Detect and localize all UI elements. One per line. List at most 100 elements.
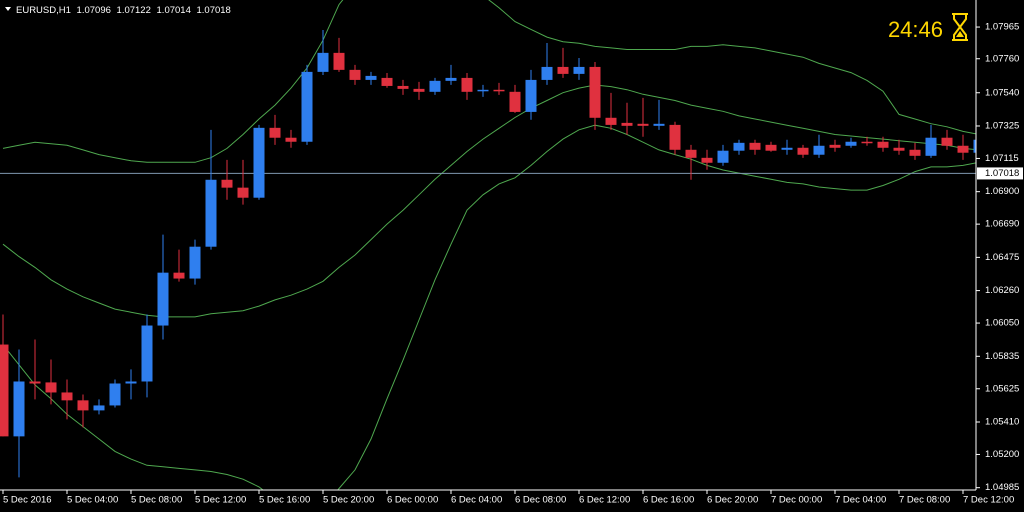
candle-body — [461, 77, 473, 92]
candle-body — [925, 137, 937, 156]
y-tick-label: 1.05200 — [985, 449, 1019, 460]
x-tick-label: 7 Dec 12:00 — [963, 495, 1014, 506]
y-tick-label: 1.05410 — [985, 417, 1019, 428]
low-value: 1.07014 — [157, 5, 191, 16]
candle-body — [173, 272, 185, 279]
hourglass-icon — [952, 13, 968, 41]
candle-body — [637, 123, 649, 126]
plot-area — [0, 0, 976, 490]
candle-body — [29, 381, 41, 384]
candle-body — [605, 117, 617, 125]
candle-body — [221, 179, 233, 188]
candle-body — [557, 66, 569, 74]
candle-body — [653, 123, 665, 126]
candle-body — [541, 66, 553, 80]
last-price-box — [977, 167, 1023, 180]
candle-body — [493, 89, 505, 92]
band-upper — [2, 0, 976, 163]
candle-body — [685, 149, 697, 158]
y-tick-label: 1.07965 — [985, 22, 1019, 33]
candle-body — [157, 272, 169, 326]
y-tick-label: 1.06690 — [985, 219, 1019, 230]
candle-body — [781, 147, 793, 150]
menu-arrow[interactable] — [5, 7, 11, 11]
y-tick-label: 1.05835 — [985, 351, 1019, 362]
candle-body — [349, 69, 361, 80]
candle-body — [717, 150, 729, 163]
y-tick-label: 1.06475 — [985, 252, 1019, 263]
x-tick-label: 6 Dec 20:00 — [707, 495, 758, 506]
x-tick-label: 6 Dec 04:00 — [451, 495, 502, 506]
open-value: 1.07096 — [77, 5, 111, 16]
y-tick-label: 1.07540 — [985, 87, 1019, 98]
candle-body — [269, 127, 281, 138]
candle-body — [0, 344, 9, 437]
candle-body — [909, 149, 921, 156]
candle-body — [509, 91, 521, 112]
x-tick-label: 7 Dec 00:00 — [771, 495, 822, 506]
candle-body — [765, 144, 777, 151]
candle-body — [733, 142, 745, 151]
high-value: 1.07122 — [117, 5, 151, 16]
candle-body — [13, 381, 25, 437]
candle-body — [797, 147, 809, 155]
candle-body — [237, 187, 249, 198]
candle-body — [957, 145, 969, 153]
x-tick-label: 6 Dec 16:00 — [643, 495, 694, 506]
x-tick-label: 5 Dec 2016 — [3, 495, 52, 506]
candle-body — [413, 88, 425, 92]
symbol: EURUSD,H1 — [16, 5, 71, 16]
close-value: 1.07018 — [197, 5, 231, 16]
x-tick-label: 7 Dec 08:00 — [899, 495, 950, 506]
candle-body — [77, 400, 89, 411]
y-tick-label: 1.05625 — [985, 383, 1019, 394]
x-tick-label: 5 Dec 20:00 — [323, 495, 374, 506]
candle-body — [141, 325, 153, 382]
candle-body — [333, 52, 345, 70]
band-lower — [2, 124, 976, 490]
candle-body — [253, 127, 265, 198]
y-tick-label: 1.06260 — [985, 285, 1019, 296]
candle-body — [365, 75, 377, 80]
candle-body — [669, 124, 681, 150]
x-tick-label: 5 Dec 12:00 — [195, 495, 246, 506]
y-tick-label: 1.04985 — [985, 482, 1019, 493]
y-tick-label: 1.07760 — [985, 53, 1019, 64]
candle-body — [973, 139, 976, 153]
x-tick-label: 6 Dec 12:00 — [579, 495, 630, 506]
candle-body — [205, 179, 217, 247]
candle-body — [845, 141, 857, 146]
candle-body — [285, 137, 297, 142]
candle-body — [813, 145, 825, 155]
candle-body — [829, 144, 841, 148]
y-tick-label: 1.06050 — [985, 318, 1019, 329]
countdown: 24:46 — [888, 17, 943, 42]
x-tick-label: 6 Dec 08:00 — [515, 495, 566, 506]
candle-body — [381, 77, 393, 86]
x-tick-label: 5 Dec 04:00 — [67, 495, 118, 506]
candle-body — [317, 52, 329, 72]
last-price-label: 1.07018 — [985, 168, 1019, 179]
candle-body — [445, 77, 457, 81]
y-tick-label: 1.07115 — [985, 153, 1019, 164]
x-tick-label: 5 Dec 16:00 — [259, 495, 310, 506]
candle-body — [397, 85, 409, 89]
candle-body — [109, 383, 121, 406]
candle-body — [477, 89, 489, 92]
candle-body — [893, 147, 905, 151]
candle-body — [701, 157, 713, 163]
y-tick-label: 1.07325 — [985, 120, 1019, 131]
candle-body — [301, 71, 313, 142]
candle-body — [573, 66, 585, 74]
candle-body — [621, 122, 633, 126]
candle-body — [749, 142, 761, 150]
x-tick-label: 5 Dec 08:00 — [131, 495, 182, 506]
candle-body — [429, 80, 441, 92]
candle-body — [189, 246, 201, 279]
candle-body — [125, 381, 137, 384]
x-tick-label: 7 Dec 04:00 — [835, 495, 886, 506]
candle-body — [877, 141, 889, 148]
x-tick-label: 6 Dec 00:00 — [387, 495, 438, 506]
